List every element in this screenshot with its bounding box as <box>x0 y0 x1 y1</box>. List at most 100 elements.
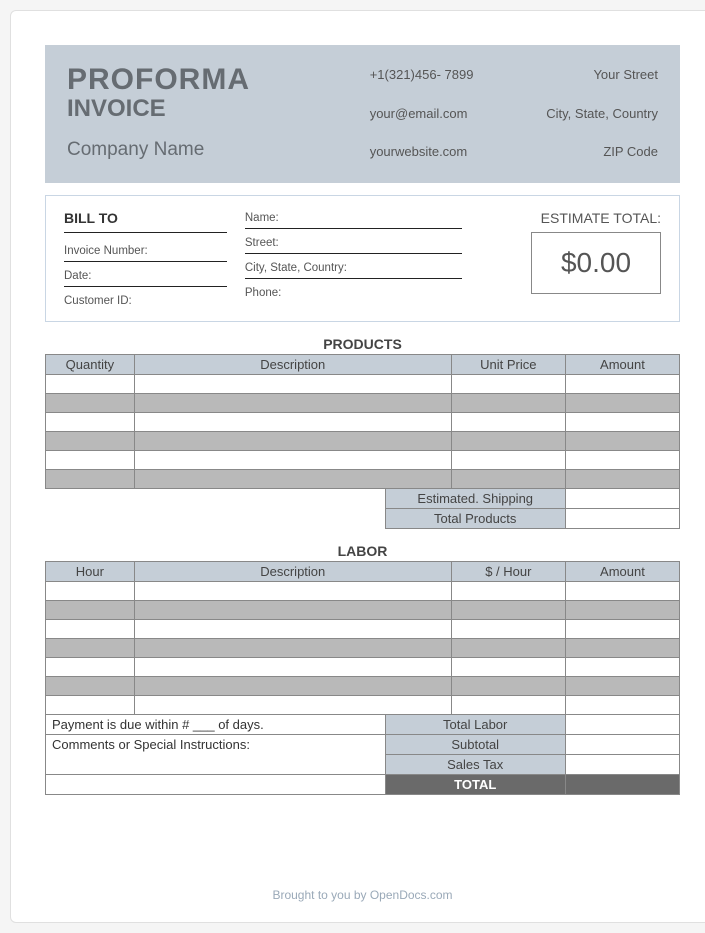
header-right: +1(321)456- 7899 Your Street your@email.… <box>370 63 658 161</box>
table-cell[interactable] <box>451 394 565 413</box>
date-field[interactable]: Date: <box>64 262 227 287</box>
table-cell[interactable] <box>46 696 135 715</box>
table-row[interactable] <box>46 432 680 451</box>
table-cell[interactable] <box>134 658 451 677</box>
table-cell[interactable] <box>451 413 565 432</box>
table-row[interactable] <box>46 658 680 677</box>
table-cell[interactable] <box>46 432 135 451</box>
table-cell[interactable] <box>46 394 135 413</box>
blank-cell <box>45 775 385 795</box>
phone-field[interactable]: Phone: <box>245 279 462 303</box>
table-cell[interactable] <box>46 451 135 470</box>
table-cell[interactable] <box>134 470 451 489</box>
labor-body <box>46 582 680 715</box>
table-cell[interactable] <box>46 601 135 620</box>
table-cell[interactable] <box>46 658 135 677</box>
labor-col-hour: Hour <box>46 562 135 582</box>
bill-to-col1: BILL TO Invoice Number: Date: Customer I… <box>64 210 227 311</box>
table-cell[interactable] <box>451 375 565 394</box>
table-cell[interactable] <box>134 413 451 432</box>
table-cell[interactable] <box>134 432 451 451</box>
table-cell[interactable] <box>565 677 679 696</box>
bill-to-col2: Name: Street: City, State, Country: Phon… <box>245 210 462 311</box>
table-cell[interactable] <box>451 451 565 470</box>
table-row[interactable] <box>46 582 680 601</box>
table-cell[interactable] <box>46 639 135 658</box>
summary-value[interactable] <box>566 775 680 795</box>
table-cell[interactable] <box>565 375 679 394</box>
table-cell[interactable] <box>451 658 565 677</box>
payment-note[interactable]: Payment is due within # ___ of days. <box>45 715 385 735</box>
table-cell[interactable] <box>134 696 451 715</box>
table-cell[interactable] <box>565 582 679 601</box>
table-cell[interactable] <box>565 470 679 489</box>
table-cell[interactable] <box>134 677 451 696</box>
table-cell[interactable] <box>134 375 451 394</box>
table-cell[interactable] <box>565 620 679 639</box>
table-cell[interactable] <box>46 375 135 394</box>
table-cell[interactable] <box>46 677 135 696</box>
table-cell[interactable] <box>46 582 135 601</box>
table-row[interactable] <box>46 601 680 620</box>
table-row[interactable] <box>46 470 680 489</box>
table-cell[interactable] <box>565 601 679 620</box>
table-cell[interactable] <box>134 620 451 639</box>
table-cell[interactable] <box>565 639 679 658</box>
customer-id-field[interactable]: Customer ID: <box>64 287 227 311</box>
table-cell[interactable] <box>46 620 135 639</box>
invoice-number-field[interactable]: Invoice Number: <box>64 237 227 262</box>
table-cell[interactable] <box>451 677 565 696</box>
table-cell[interactable] <box>134 639 451 658</box>
table-row[interactable] <box>46 696 680 715</box>
blank-cell <box>45 755 385 775</box>
city-field[interactable]: City, State, Country: <box>245 254 462 279</box>
products-col-amount: Amount <box>565 355 679 375</box>
table-cell[interactable] <box>565 696 679 715</box>
street-field[interactable]: Street: <box>245 229 462 254</box>
comments-label[interactable]: Comments or Special Instructions: <box>45 735 385 755</box>
table-row[interactable] <box>46 451 680 470</box>
header-left: PROFORMA INVOICE Company Name <box>67 63 370 161</box>
table-cell[interactable] <box>451 620 565 639</box>
table-cell[interactable] <box>565 451 679 470</box>
table-cell[interactable] <box>46 413 135 432</box>
summary-value[interactable] <box>566 735 680 755</box>
title-sub: INVOICE <box>67 95 370 123</box>
table-cell[interactable] <box>451 470 565 489</box>
table-cell[interactable] <box>134 601 451 620</box>
header-zip: ZIP Code <box>603 144 658 159</box>
table-cell[interactable] <box>565 432 679 451</box>
summary-row: Comments or Special Instructions:Subtota… <box>45 735 680 755</box>
table-cell[interactable] <box>565 394 679 413</box>
summary-value[interactable] <box>566 755 680 775</box>
labor-table: Hour Description $ / Hour Amount <box>45 561 680 715</box>
name-field[interactable]: Name: <box>245 210 462 229</box>
table-cell[interactable] <box>565 658 679 677</box>
summary-value[interactable] <box>566 489 680 509</box>
table-cell[interactable] <box>451 582 565 601</box>
summary-label: Sales Tax <box>385 755 566 775</box>
table-row[interactable] <box>46 394 680 413</box>
summary-value[interactable] <box>566 715 680 735</box>
bill-to-box: BILL TO Invoice Number: Date: Customer I… <box>45 195 680 322</box>
table-cell[interactable] <box>46 470 135 489</box>
table-cell[interactable] <box>451 696 565 715</box>
header-street: Your Street <box>593 67 658 82</box>
table-row[interactable] <box>46 620 680 639</box>
table-cell[interactable] <box>565 413 679 432</box>
table-row[interactable] <box>46 375 680 394</box>
summary-value[interactable] <box>566 509 680 529</box>
table-cell[interactable] <box>134 451 451 470</box>
summary-label: Total Labor <box>385 715 566 735</box>
table-cell[interactable] <box>134 394 451 413</box>
table-cell[interactable] <box>134 582 451 601</box>
products-title: PRODUCTS <box>45 336 680 352</box>
table-row[interactable] <box>46 639 680 658</box>
table-row[interactable] <box>46 677 680 696</box>
table-row[interactable] <box>46 413 680 432</box>
labor-header-row: Hour Description $ / Hour Amount <box>46 562 680 582</box>
products-table: Quantity Description Unit Price Amount <box>45 354 680 489</box>
table-cell[interactable] <box>451 601 565 620</box>
table-cell[interactable] <box>451 432 565 451</box>
table-cell[interactable] <box>451 639 565 658</box>
